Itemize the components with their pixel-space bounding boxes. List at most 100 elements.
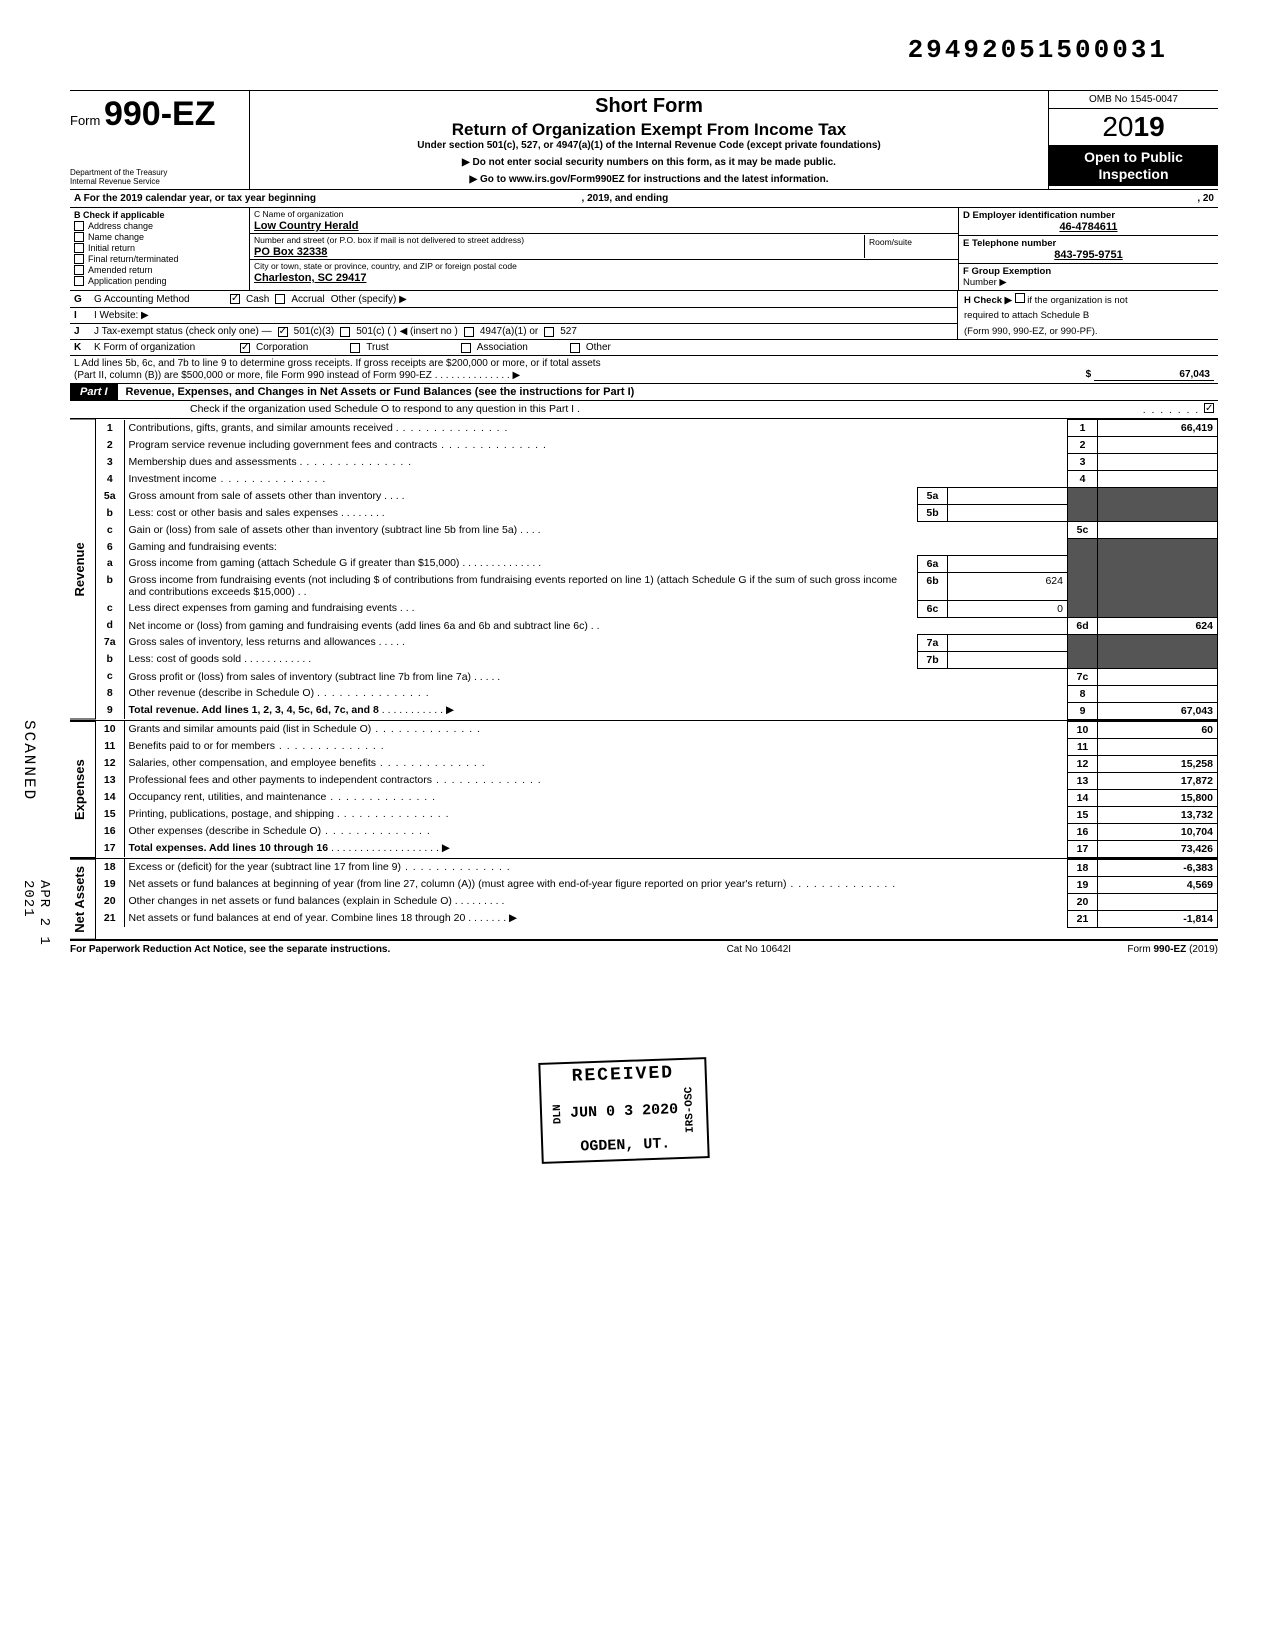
form-title-1: Short Form [258, 95, 1040, 118]
form-header: Form 990-EZ Department of the Treasury I… [70, 90, 1218, 190]
part-1-tag: Part I [70, 384, 118, 400]
h-text-1: H Check ▶ [964, 295, 1012, 306]
row-jh: J J Tax-exempt status (check only one) —… [70, 324, 1218, 340]
line-4-desc: Investment income [129, 473, 217, 485]
line-12-desc: Salaries, other compensation, and employ… [129, 757, 376, 769]
chk-schedule-o-part1[interactable] [1204, 403, 1214, 413]
row-a: A For the 2019 calendar year, or tax yea… [70, 190, 1218, 208]
header-right: OMB No 1545-0047 2019 Open to Public Ins… [1048, 91, 1218, 189]
lbl-address-change: Address change [88, 221, 153, 231]
chk-corporation[interactable] [240, 343, 250, 353]
line-16-val: 10,704 [1098, 823, 1218, 840]
scanned-stamp: SCANNED [20, 720, 38, 801]
year-suffix: 19 [1134, 111, 1165, 142]
h-text-4: (Form 990, 990-EZ, or 990-PF). [958, 324, 1218, 340]
dept-irs: Internal Revenue Service [70, 178, 243, 187]
line-7a-desc: Gross sales of inventory, less returns a… [129, 636, 376, 648]
stamp-received: RECEIVED [550, 1064, 695, 1089]
line-11-val [1098, 738, 1218, 755]
line-9-desc: Total revenue. Add lines 1, 2, 3, 4, 5c,… [129, 704, 379, 716]
part-1-check-text: Check if the organization used Schedule … [190, 403, 580, 416]
gross-receipts-value: 67,043 [1094, 369, 1214, 381]
footer-mid: Cat No 10642I [727, 944, 792, 955]
line-13-val: 17,872 [1098, 772, 1218, 789]
line-7c-desc: Gross profit or (loss) from sales of inv… [129, 671, 472, 683]
chk-address-change[interactable] [74, 221, 84, 231]
chk-final-return[interactable] [74, 254, 84, 264]
row-gh: G G Accounting Method Cash Accrual Other… [70, 291, 1218, 308]
block-bcdef: B Check if applicable Address change Nam… [70, 208, 1218, 291]
part-1-check-row: Check if the organization used Schedule … [70, 401, 1218, 419]
footer-left: For Paperwork Reduction Act Notice, see … [70, 944, 390, 955]
line-16-desc: Other expenses (describe in Schedule O) [129, 825, 322, 837]
lbl-initial-return: Initial return [88, 243, 135, 253]
phone-label: E Telephone number [963, 238, 1214, 249]
org-city: Charleston, SC 29417 [254, 272, 954, 284]
chk-schedule-b[interactable] [1015, 293, 1025, 303]
lbl-501c: 501(c) ( ) ◀ (insert no ) [356, 326, 458, 337]
line-20-desc: Other changes in net assets or fund bala… [129, 895, 458, 907]
line-6d-val: 624 [1098, 617, 1218, 634]
line-21-val: -1,814 [1098, 910, 1218, 927]
line-6b-subval: 624 [948, 572, 1068, 600]
lbl-501c3: 501(c)(3) [294, 326, 335, 337]
line-7b-desc: Less: cost of goods sold [129, 653, 242, 665]
chk-application-pending[interactable] [74, 276, 84, 286]
lbl-final-return: Final return/terminated [88, 254, 179, 264]
col-def: D Employer identification number 46-4784… [958, 208, 1218, 290]
open-line-2: Inspection [1052, 166, 1215, 183]
row-ih: I I Website: ▶ required to attach Schedu… [70, 308, 1218, 324]
ein-label: D Employer identification number [963, 210, 1214, 221]
instruction-2: ▶ Go to www.irs.gov/Form990EZ for instru… [258, 174, 1040, 185]
line-10-val: 60 [1098, 721, 1218, 738]
line-2-val [1098, 437, 1218, 454]
chk-other-org[interactable] [570, 343, 580, 353]
chk-accrual[interactable] [275, 294, 285, 304]
lbl-trust: Trust [366, 342, 388, 353]
year-prefix: 20 [1102, 111, 1133, 142]
stamp-dln: DLN [552, 1104, 565, 1124]
lbl-amended-return: Amended return [88, 265, 153, 275]
line-6d-desc: Net income or (loss) from gaming and fun… [129, 620, 588, 632]
received-stamp: RECEIVED DLN JUN 0 3 2020 IRS-OSC OGDEN,… [538, 1057, 710, 1163]
instruction-1: ▶ Do not enter social security numbers o… [258, 157, 1040, 168]
line-7b-sub: 7b [918, 651, 948, 668]
chk-trust[interactable] [350, 343, 360, 353]
expenses-section: Expenses 10Grants and similar amounts pa… [70, 721, 1218, 859]
chk-association[interactable] [461, 343, 471, 353]
line-15-desc: Printing, publications, postage, and shi… [129, 808, 340, 820]
title-cell: Short Form Return of Organization Exempt… [250, 91, 1048, 189]
net-assets-section: Net Assets 18Excess or (deficit) for the… [70, 859, 1218, 942]
chk-amended-return[interactable] [74, 265, 84, 275]
chk-name-change[interactable] [74, 232, 84, 242]
chk-cash[interactable] [230, 294, 240, 304]
row-a-right: , 20 [998, 190, 1218, 207]
line-6b-sub: 6b [918, 572, 948, 600]
line-14-desc: Occupancy rent, utilities, and maintenan… [129, 791, 327, 803]
stamp-irs-osc: IRS-OSC [683, 1086, 697, 1133]
chk-501c[interactable] [340, 327, 350, 337]
line-15-val: 13,732 [1098, 806, 1218, 823]
row-k: K K Form of organization Corporation Tru… [70, 340, 1218, 356]
line-7c-val [1098, 668, 1218, 685]
open-to-public: Open to Public Inspection [1049, 146, 1218, 186]
line-5b-desc: Less: cost or other basis and sales expe… [129, 507, 344, 519]
chk-initial-return[interactable] [74, 243, 84, 253]
row-a-mid: , 2019, and ending [582, 193, 669, 204]
line-5b-sub: 5b [918, 505, 948, 522]
net-assets-table: 18Excess or (deficit) for the year (subt… [96, 859, 1218, 928]
scan-date-stamp: APR 2 1 2021 [20, 880, 52, 985]
lbl-other-method: Other (specify) ▶ [331, 294, 407, 305]
line-3-desc: Membership dues and assessments . [129, 456, 303, 468]
chk-4947[interactable] [464, 327, 474, 337]
k-label: K Form of organization [94, 342, 234, 353]
document-id: 29492051500031 [908, 35, 1168, 65]
chk-527[interactable] [544, 327, 554, 337]
line-6-desc: Gaming and fundraising events: [124, 539, 1068, 556]
form-prefix: Form [70, 113, 100, 128]
lbl-name-change: Name change [88, 232, 144, 242]
line-6a-desc: Gross income from gaming (attach Schedul… [129, 557, 466, 569]
chk-501c3[interactable] [278, 327, 288, 337]
col-b: B Check if applicable Address change Nam… [70, 208, 250, 290]
c-city-label: City or town, state or province, country… [254, 261, 954, 271]
